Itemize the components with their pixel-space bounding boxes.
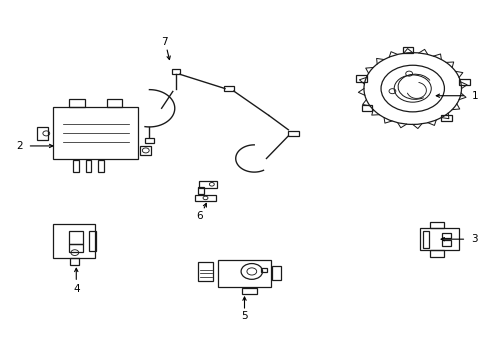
Bar — [88, 231, 95, 251]
Bar — [271, 266, 280, 280]
Bar — [217, 260, 271, 287]
Bar — [422, 230, 428, 248]
Bar — [261, 267, 266, 272]
Bar — [73, 159, 79, 172]
Bar — [440, 115, 451, 121]
Bar — [356, 75, 366, 82]
Bar — [195, 195, 215, 201]
Text: 2: 2 — [16, 141, 22, 151]
Bar — [197, 187, 203, 194]
Text: 4: 4 — [73, 284, 80, 294]
Bar — [402, 47, 413, 53]
Bar — [140, 146, 151, 155]
Bar — [287, 131, 298, 136]
Bar — [442, 233, 450, 238]
Bar — [69, 230, 83, 244]
Bar — [69, 244, 83, 252]
Bar — [361, 105, 372, 111]
Bar — [69, 99, 85, 107]
Bar — [458, 78, 469, 85]
Bar — [198, 181, 217, 188]
Text: 1: 1 — [470, 91, 477, 101]
Bar — [85, 159, 91, 172]
Text: 6: 6 — [196, 211, 203, 221]
Bar — [37, 127, 48, 140]
Text: 3: 3 — [470, 234, 477, 244]
Bar — [242, 288, 256, 294]
Bar — [224, 86, 233, 91]
Bar — [442, 240, 450, 246]
Bar — [419, 228, 458, 250]
Bar — [429, 222, 443, 228]
Bar — [429, 250, 443, 257]
Bar — [53, 107, 138, 159]
Bar — [198, 262, 212, 281]
Bar — [98, 159, 103, 172]
Bar — [172, 69, 180, 74]
Bar — [144, 138, 154, 143]
Bar — [106, 99, 122, 107]
Text: 5: 5 — [241, 311, 247, 321]
Bar — [53, 224, 94, 258]
Bar — [70, 258, 79, 265]
Text: 7: 7 — [161, 37, 167, 47]
